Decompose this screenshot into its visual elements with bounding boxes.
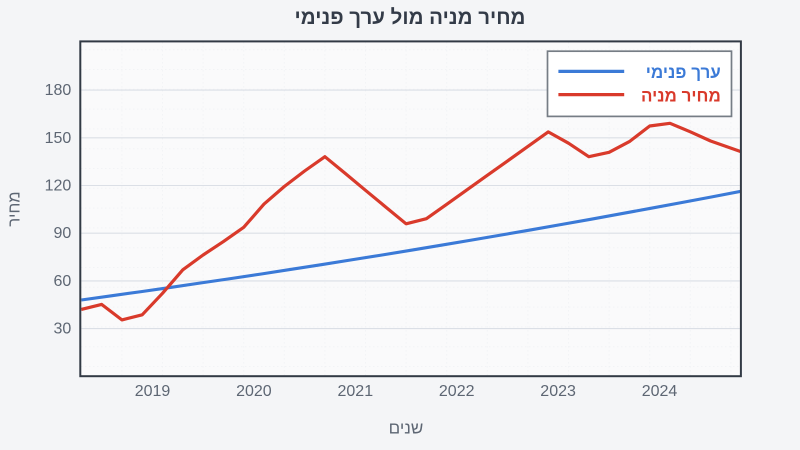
svg-text:30: 30: [54, 321, 72, 338]
svg-text:90: 90: [54, 225, 72, 242]
svg-text:מחיר: מחיר: [6, 191, 24, 226]
svg-text:מחיר מניה: מחיר מניה: [641, 86, 721, 105]
svg-text:2024: 2024: [642, 383, 678, 400]
svg-text:מחיר מניה מול ערך פנימי: מחיר מניה מול ערך פנימי: [295, 6, 526, 29]
svg-text:2023: 2023: [540, 383, 576, 400]
svg-text:ערך פנימי: ערך פנימי: [646, 63, 721, 82]
svg-text:2020: 2020: [236, 383, 272, 400]
svg-text:2022: 2022: [439, 383, 475, 400]
svg-text:180: 180: [45, 82, 72, 99]
svg-text:120: 120: [45, 178, 72, 195]
svg-text:שנים: שנים: [389, 419, 424, 438]
svg-text:2019: 2019: [135, 383, 171, 400]
svg-text:2021: 2021: [338, 383, 374, 400]
svg-text:150: 150: [45, 130, 72, 147]
svg-text:60: 60: [54, 273, 72, 290]
